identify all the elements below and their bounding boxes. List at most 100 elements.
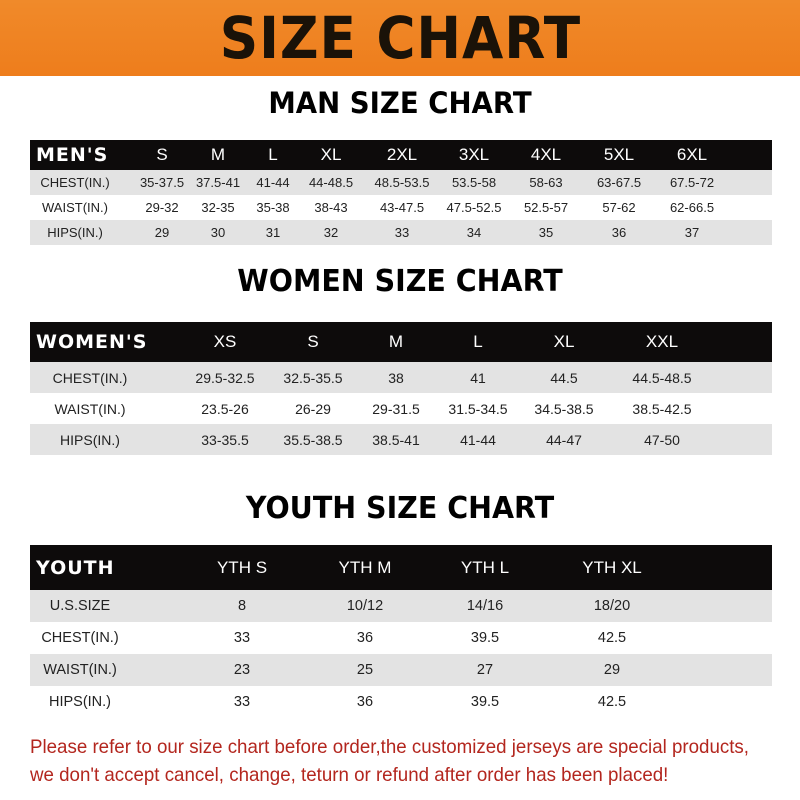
table-cell: 38	[388, 369, 404, 386]
row-label: CHEST(IN.)	[41, 630, 119, 646]
table-cell: 18/20	[593, 598, 631, 614]
size-column-header: L	[268, 145, 278, 164]
row-label: WAIST(IN.)	[43, 662, 117, 678]
table-cell: 37.5-41	[195, 175, 241, 190]
table-row: CHEST(IN.) 33 36 39.5 42.5	[30, 622, 772, 654]
table-cell: 8	[237, 598, 247, 614]
banner-title: SIZE CHART	[219, 4, 581, 72]
table-cell: 41-44	[256, 175, 290, 190]
table-label: MEN'S	[36, 144, 109, 166]
table-cell: 32	[323, 225, 339, 240]
table-cell: 44.5	[550, 369, 578, 386]
men-section-title: MAN SIZE CHART	[268, 86, 532, 120]
table-row: CHEST(IN.) 29.5-32.5 32.5-35.5 38 41 44.5 44.5…	[30, 362, 772, 393]
table-label: WOMEN'S	[36, 331, 148, 353]
table-row: CHEST(IN.) 35-37.5 37.5-41 41-44 44-48.5 48.5…	[30, 170, 772, 195]
row-label: WAIST(IN.)	[42, 200, 108, 215]
table-cell: 63-67.5	[596, 175, 642, 190]
size-column-header: XL	[320, 145, 342, 164]
table-cell: 23	[233, 662, 251, 678]
table-cell: 53.5-58	[451, 175, 497, 190]
table-cell: 29.5-32.5	[195, 369, 255, 386]
table-cell: 35	[538, 225, 554, 240]
women-section-title: WOMEN SIZE CHART	[237, 264, 563, 299]
table-cell: 35-37.5	[139, 175, 185, 190]
women-size-table: WOMEN'S XS S M L XL XXL CHEST(IN.) 29.5-32.5 32.5…	[30, 322, 772, 455]
table-cell: 41-44	[460, 431, 496, 448]
table-cell: 31.5-34.5	[448, 400, 508, 417]
table-row: WAIST(IN.) 23.5-26 26-29 29-31.5 31.5-34.5 34…	[30, 393, 772, 424]
table-cell: 42.5	[597, 630, 627, 646]
table-cell: 42.5	[597, 694, 627, 710]
table-row: HIPS(IN.) 33-35.5 35.5-38.5 38.5-41 41-44 44-…	[30, 424, 772, 455]
table-cell: 44-47	[546, 431, 582, 448]
table-cell: 67.5-72	[669, 175, 715, 190]
table-cell: 26-29	[295, 400, 331, 417]
row-label: CHEST(IN.)	[40, 175, 110, 190]
table-header-row: YOUTH YTH S YTH M YTH L YTH XL	[30, 545, 772, 590]
size-column-header: YTH XL	[582, 557, 642, 577]
order-notice: Please refer to our size chart before or…	[30, 733, 760, 789]
table-header-row: WOMEN'S XS S M L XL XXL	[30, 322, 772, 362]
table-cell: 48.5-53.5	[374, 175, 430, 190]
size-column-header: M	[210, 145, 226, 164]
table-cell: 36	[356, 694, 374, 710]
size-column-header: YTH L	[460, 557, 510, 577]
row-label: CHEST(IN.)	[52, 369, 128, 386]
size-column-header: XXL	[645, 332, 679, 351]
table-cell: 34.5-38.5	[534, 400, 594, 417]
table-cell: 10/12	[346, 598, 384, 614]
banner: SIZE CHART	[0, 0, 800, 76]
table-cell: 29	[154, 225, 170, 240]
table-row: HIPS(IN.) 33 36 39.5 42.5	[30, 686, 772, 718]
table-row: HIPS(IN.) 29 30 31 32 33 34 35 36 37	[30, 220, 772, 245]
table-header-row: MEN'S S M L XL 2XL 3XL 4XL 5XL 6XL	[30, 140, 772, 170]
size-column-header: 5XL	[603, 145, 635, 164]
youth-size-table: YOUTH YTH S YTH M YTH L YTH XL U.S.SIZE 8 10/12…	[30, 545, 772, 718]
size-column-header: M	[388, 332, 404, 351]
size-column-header: 4XL	[530, 145, 562, 164]
table-cell: 33	[233, 694, 251, 710]
table-cell: 58-63	[529, 175, 563, 190]
table-cell: 37	[684, 225, 700, 240]
table-cell: 41	[470, 369, 486, 386]
table-label: YOUTH	[36, 556, 115, 579]
table-cell: 33	[394, 225, 410, 240]
row-label: HIPS(IN.)	[47, 225, 103, 240]
table-cell: 14/16	[466, 598, 504, 614]
table-cell: 30	[210, 225, 226, 240]
table-row: WAIST(IN.) 23 25 27 29	[30, 654, 772, 686]
youth-section-title: YOUTH SIZE CHART	[245, 491, 555, 526]
table-cell: 38.5-41	[372, 431, 420, 448]
table-row: WAIST(IN.) 29-32 32-35 35-38 38-43 43-47.5 47.…	[30, 195, 772, 220]
row-label: HIPS(IN.)	[60, 431, 120, 448]
size-column-header: YTH S	[216, 557, 268, 577]
table-cell: 27	[476, 662, 494, 678]
table-cell: 32-35	[201, 200, 235, 215]
row-label: HIPS(IN.)	[48, 694, 112, 710]
table-cell: 52.5-57	[523, 200, 569, 215]
size-column-header: YTH M	[338, 557, 392, 577]
table-cell: 44-48.5	[308, 175, 354, 190]
table-cell: 43-47.5	[379, 200, 425, 215]
table-cell: 23.5-26	[201, 400, 249, 417]
size-column-header: L	[473, 332, 483, 351]
table-cell: 38-43	[314, 200, 348, 215]
table-cell: 39.5	[470, 694, 500, 710]
table-cell: 29	[603, 662, 621, 678]
row-label: U.S.SIZE	[49, 598, 111, 614]
table-cell: 62-66.5	[669, 200, 715, 215]
table-cell: 47-50	[644, 431, 680, 448]
table-cell: 35-38	[256, 200, 290, 215]
table-cell: 32.5-35.5	[283, 369, 343, 386]
table-cell: 44.5-48.5	[632, 369, 692, 386]
table-cell: 33-35.5	[201, 431, 249, 448]
size-column-header: 2XL	[386, 145, 418, 164]
table-cell: 57-62	[602, 200, 636, 215]
table-cell: 36	[356, 630, 374, 646]
size-column-header: XS	[213, 332, 237, 351]
row-label: WAIST(IN.)	[54, 400, 126, 417]
table-cell: 39.5	[470, 630, 500, 646]
men-size-table: MEN'S S M L XL 2XL 3XL 4XL 5XL 6XL CHEST(IN.) 35-37…	[30, 140, 772, 245]
size-column-header: S	[156, 145, 168, 164]
